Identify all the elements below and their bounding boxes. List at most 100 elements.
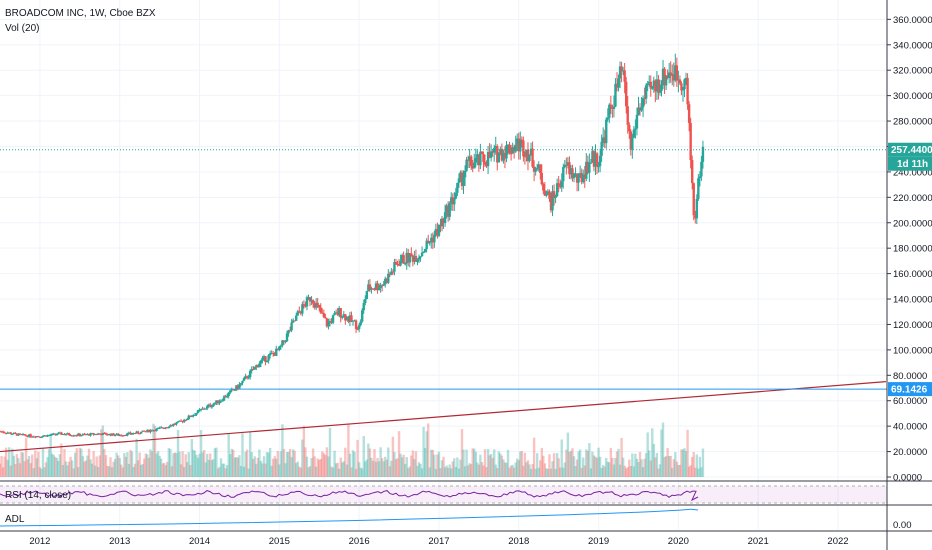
candle-body xyxy=(213,403,217,405)
candle-body xyxy=(205,406,209,409)
volume-bar xyxy=(279,451,283,477)
candle-body xyxy=(279,345,283,347)
candle-body xyxy=(87,433,91,436)
rsi-indicator-label: RSI (14, close) xyxy=(5,490,71,501)
volume-bar xyxy=(112,461,115,477)
volume-bar xyxy=(221,463,224,477)
candle-body xyxy=(486,152,490,167)
volume-bar xyxy=(689,465,692,477)
volume-bar xyxy=(566,432,570,477)
volume-bar xyxy=(330,466,333,477)
candle-body xyxy=(672,74,675,81)
volume-bar xyxy=(380,458,384,477)
candle-body xyxy=(195,412,198,415)
y-tick-label: 0.0000 xyxy=(893,473,922,484)
volume-bar xyxy=(175,453,178,477)
candle-body xyxy=(302,304,306,306)
candle-body xyxy=(337,308,341,316)
candle-body xyxy=(3,432,6,434)
candle-body xyxy=(508,144,511,154)
candle-body xyxy=(44,435,48,437)
volume-bar xyxy=(491,457,494,477)
candle-body xyxy=(405,252,408,264)
candle-body xyxy=(190,416,194,418)
y-tick-label: 340.0000 xyxy=(893,40,932,51)
volume-bar xyxy=(121,467,124,477)
volume-bar xyxy=(127,463,131,477)
volume-bar xyxy=(634,453,637,477)
volume-bar xyxy=(21,452,25,477)
candle-body xyxy=(172,423,175,426)
volume-bar xyxy=(427,423,430,477)
candle-body xyxy=(371,288,375,290)
volume-bar xyxy=(230,448,233,477)
candle-body xyxy=(75,435,78,437)
candle-body xyxy=(643,98,646,100)
candle-body xyxy=(635,114,639,129)
candle-body xyxy=(288,330,292,332)
adl-line xyxy=(0,508,699,527)
volume-bar xyxy=(526,460,530,477)
trendline-layer xyxy=(0,381,886,453)
candle-body xyxy=(93,433,97,435)
volume-bar xyxy=(225,465,229,477)
volume-bar xyxy=(150,451,154,477)
volume-bar xyxy=(580,467,583,477)
candle-body xyxy=(400,255,404,262)
volume-bar xyxy=(411,450,415,477)
volume-bar xyxy=(84,460,88,477)
candle-body xyxy=(50,433,54,435)
candle-body xyxy=(617,78,620,88)
volume-bar xyxy=(425,431,428,477)
volume-bar xyxy=(44,462,48,477)
volume-bar xyxy=(367,443,370,477)
y-tick-label: 20.0000 xyxy=(893,447,927,458)
candle-body xyxy=(318,304,321,308)
candle-body xyxy=(440,218,444,227)
candle-body xyxy=(158,427,161,429)
volume-bar xyxy=(674,452,677,477)
candle-body xyxy=(473,162,476,169)
volume-bar xyxy=(560,439,563,477)
volume-bar xyxy=(259,460,263,477)
candle-body xyxy=(97,433,100,435)
candle-body xyxy=(365,290,369,300)
volume-bar xyxy=(143,458,146,477)
volume-bar xyxy=(195,454,198,477)
candle-body xyxy=(519,139,522,152)
volume-bar xyxy=(61,464,65,477)
x-tick-label: 2013 xyxy=(109,536,130,547)
candle-body xyxy=(86,433,89,435)
volume-bar xyxy=(337,468,341,477)
candle-body xyxy=(225,395,229,398)
volume-bar xyxy=(212,459,215,477)
candle-body xyxy=(92,433,95,435)
candle-body xyxy=(187,415,190,419)
volume-bar xyxy=(354,468,358,477)
volume-bar xyxy=(126,452,129,477)
candle-body xyxy=(273,353,276,356)
volume-bar xyxy=(476,462,479,477)
candle-body xyxy=(539,164,542,173)
candle-body xyxy=(525,149,528,157)
candle-body xyxy=(238,384,241,389)
volume-bar xyxy=(531,464,534,477)
candle-body xyxy=(528,155,531,162)
volume-bar xyxy=(167,448,171,477)
candle-body xyxy=(242,377,246,381)
candle-body xyxy=(629,131,633,150)
volume-bar xyxy=(146,454,149,477)
candle-body xyxy=(256,365,260,368)
candle-body xyxy=(494,146,497,149)
candle-body xyxy=(651,86,654,89)
candle-body xyxy=(186,418,189,421)
candle-body xyxy=(580,173,583,183)
x-tick-label: 2015 xyxy=(269,536,290,547)
candle-body xyxy=(517,138,520,152)
volume-bar xyxy=(508,467,511,477)
volume-bar xyxy=(535,453,539,477)
candle-body xyxy=(571,168,574,179)
candle-body xyxy=(233,389,237,391)
volume-bar xyxy=(626,467,629,477)
